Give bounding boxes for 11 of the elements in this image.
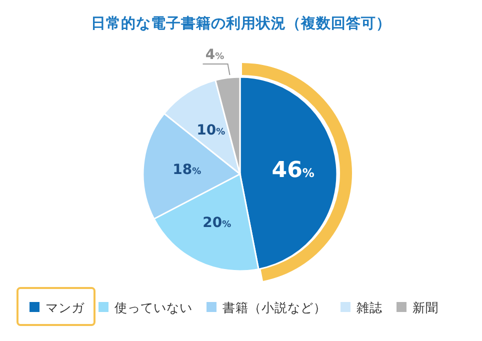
legend-label: 新聞 bbox=[412, 300, 438, 315]
legend-label: 雑誌 bbox=[356, 300, 382, 315]
data-label: 18% bbox=[172, 162, 202, 178]
data-label: 4% bbox=[205, 46, 224, 63]
legend-label: 書籍（小説など） bbox=[222, 300, 326, 315]
chart-title: 日常的な電子書籍の利用状況（複数回答可） bbox=[91, 15, 391, 32]
data-label: 46% bbox=[272, 158, 314, 183]
data-label: 20% bbox=[202, 215, 232, 232]
data-label: 10% bbox=[196, 122, 226, 138]
legend-label: マンガ bbox=[46, 300, 86, 315]
legend-label: 使っていない bbox=[114, 300, 192, 315]
